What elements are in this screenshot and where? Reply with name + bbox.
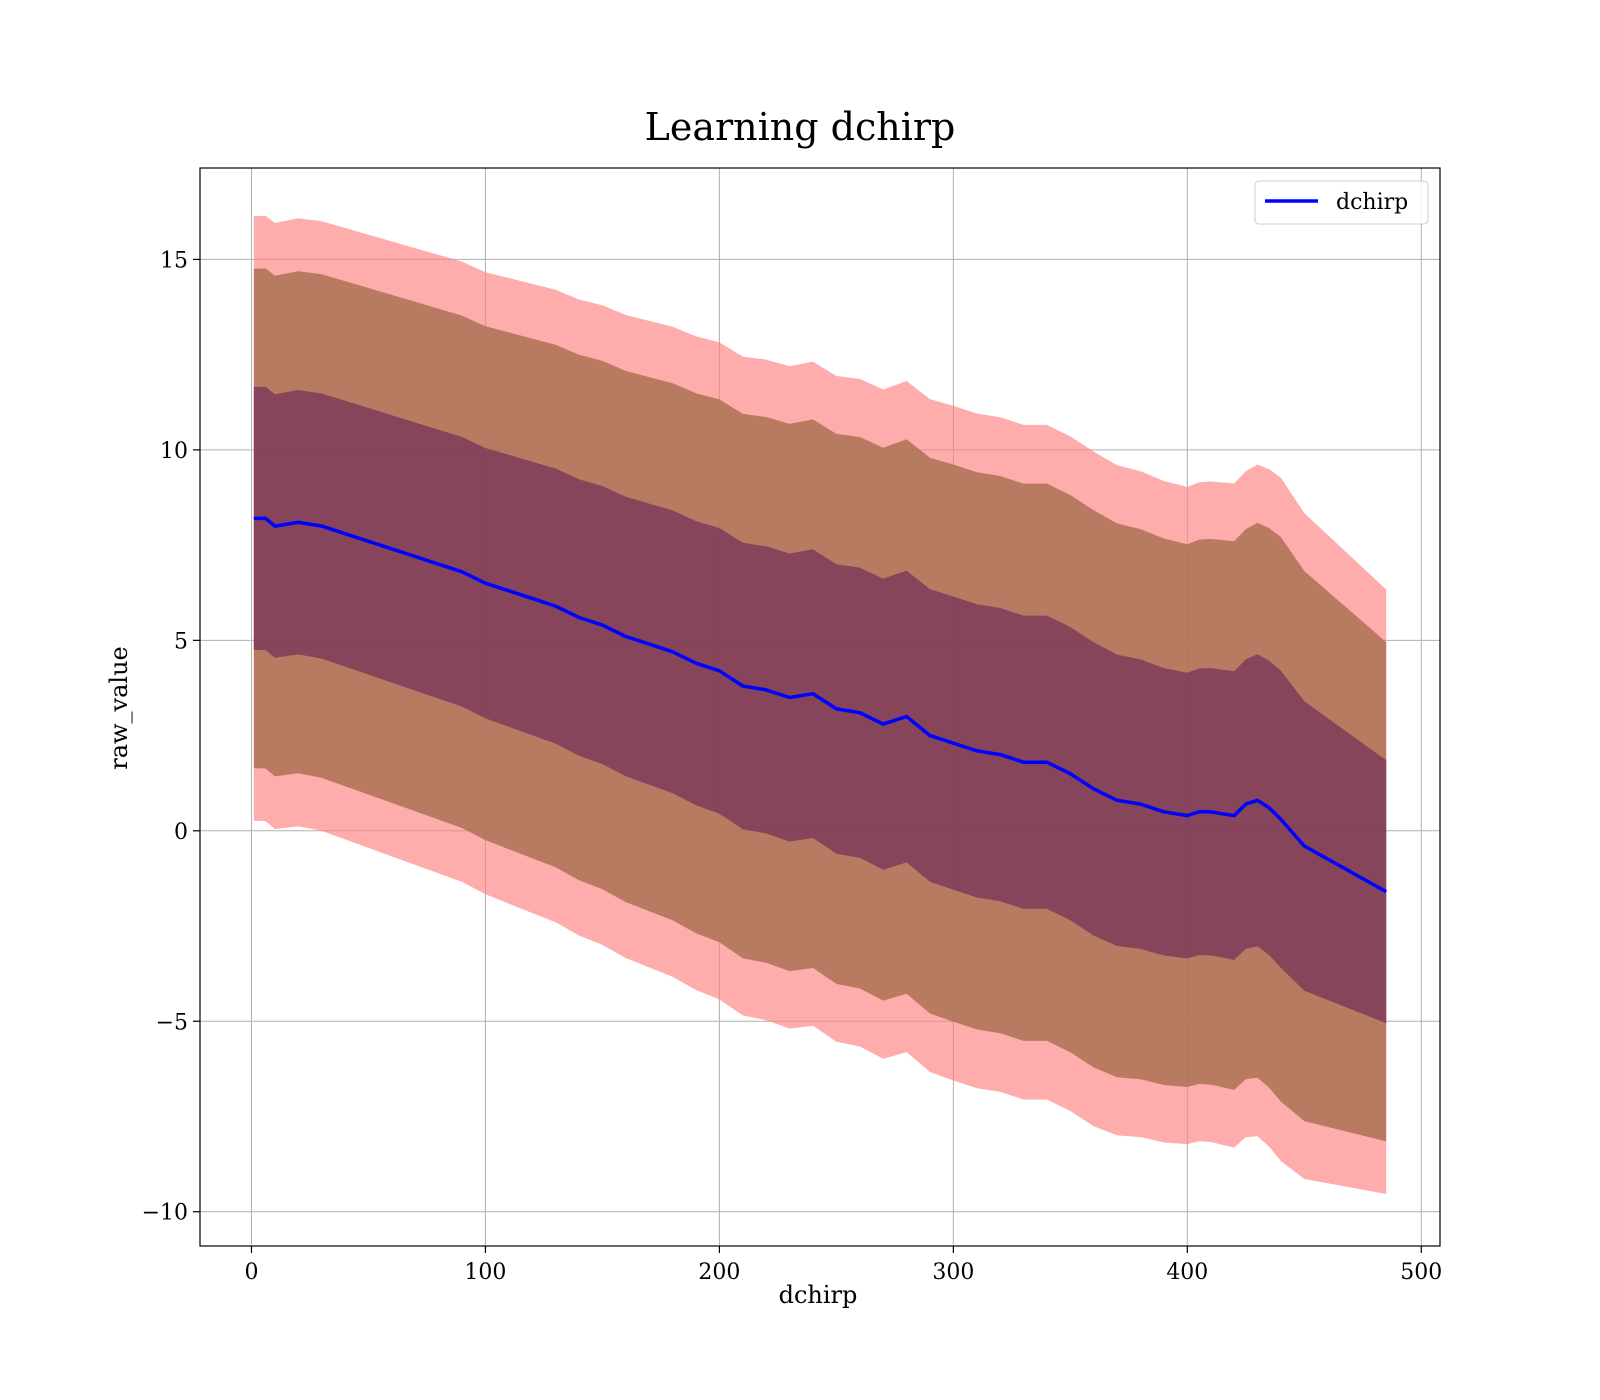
- x-axis-label: dchirp: [779, 1281, 858, 1309]
- y-tick-label: 5: [174, 629, 188, 654]
- chart-title: Learning dchirp: [645, 105, 956, 149]
- ticks: 0 100 200 300 400 500 −10 −5 0 5 10 15: [142, 248, 1443, 1285]
- y-tick-label: −10: [142, 1201, 188, 1226]
- y-tick-label: 15: [160, 248, 188, 273]
- x-tick-label: 0: [244, 1260, 258, 1285]
- y-tick-label: 0: [174, 820, 188, 845]
- legend-box: [1254, 180, 1429, 225]
- series-line-dchirp: [253, 516, 1388, 894]
- x-tick-label: 200: [698, 1260, 740, 1285]
- legend: dchirp: [1254, 180, 1429, 225]
- x-tick-label: 500: [1400, 1260, 1442, 1285]
- x-tick-label: 100: [464, 1260, 506, 1285]
- y-tick-label: 10: [160, 439, 188, 464]
- y-axis-label: raw_value: [105, 646, 133, 770]
- series-lines: [253, 516, 1388, 894]
- legend-entry-label: dchirp: [1336, 190, 1408, 215]
- x-tick-label: 400: [1166, 1260, 1208, 1285]
- axes-frame: [199, 167, 1441, 1247]
- x-tick-label: 300: [932, 1260, 974, 1285]
- band-inner: [253, 386, 1387, 1024]
- y-tick-label: −5: [156, 1010, 188, 1035]
- confidence-bands: [253, 215, 1387, 1194]
